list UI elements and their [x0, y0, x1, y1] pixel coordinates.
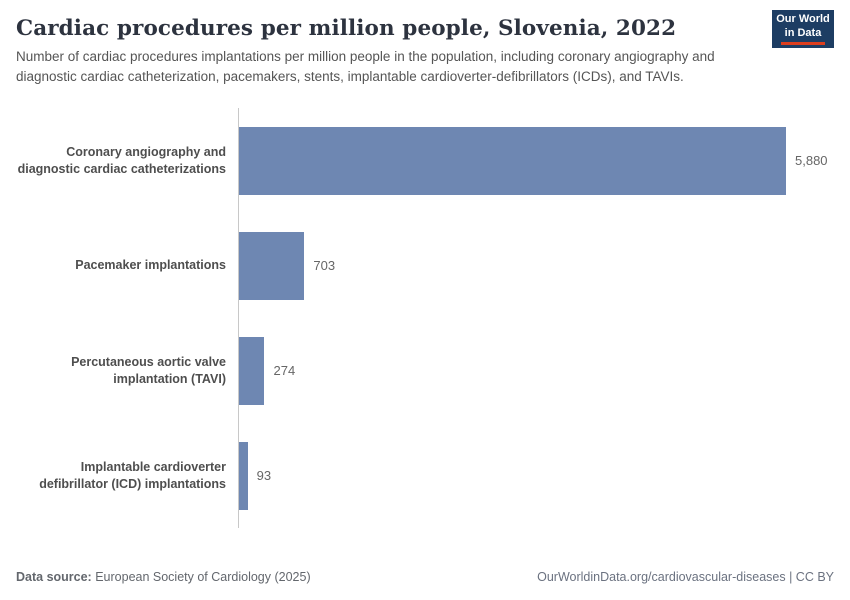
value-label: 93 [256, 468, 272, 484]
category-label: Implantable cardioverter defibrillator (… [39, 459, 226, 491]
value-label: 703 [313, 258, 336, 274]
category-label: Coronary angiography and diagnostic card… [17, 144, 226, 176]
bar[interactable] [239, 126, 786, 195]
owid-logo-line1: Our World [776, 12, 830, 25]
bar-row: Pacemaker implantations 703 [16, 213, 834, 319]
value-label: 5,880 [795, 153, 828, 169]
owid-logo-line2: in Data [784, 26, 822, 39]
bar-row: Percutaneous aortic valve implantation (… [16, 318, 834, 424]
owid-url-link[interactable]: OurWorldinData.org/cardiovascular-diseas… [537, 570, 834, 584]
page-title: Cardiac procedures per million people, S… [16, 16, 677, 41]
bar[interactable] [239, 336, 265, 405]
plot-area: 703 [238, 213, 834, 319]
plot-area: 274 [238, 318, 834, 424]
plot-area: 93 [238, 423, 834, 529]
data-source-text: European Society of Cardiology (2025) [91, 570, 311, 584]
bar[interactable] [239, 231, 305, 300]
bar-row: Coronary angiography and diagnostic card… [16, 108, 834, 214]
data-source: Data source: European Society of Cardiol… [16, 570, 311, 584]
plot-area: 5,880 [238, 108, 834, 214]
bar-row: Implantable cardioverter defibrillator (… [16, 423, 834, 529]
category-label: Percutaneous aortic valve implantation (… [71, 354, 226, 386]
owid-logo[interactable]: Our World in Data [772, 10, 834, 48]
value-label: 274 [273, 363, 296, 379]
chart-subtitle: Number of cardiac procedures implantatio… [16, 49, 715, 84]
owid-logo-red-bar [781, 42, 825, 46]
bar[interactable] [239, 441, 248, 510]
chart-footer: Data source: European Society of Cardiol… [16, 570, 834, 584]
category-label: Pacemaker implantations [75, 258, 226, 273]
bar-chart: Coronary angiography and diagnostic card… [16, 108, 834, 529]
data-source-label: Data source: [16, 570, 92, 584]
